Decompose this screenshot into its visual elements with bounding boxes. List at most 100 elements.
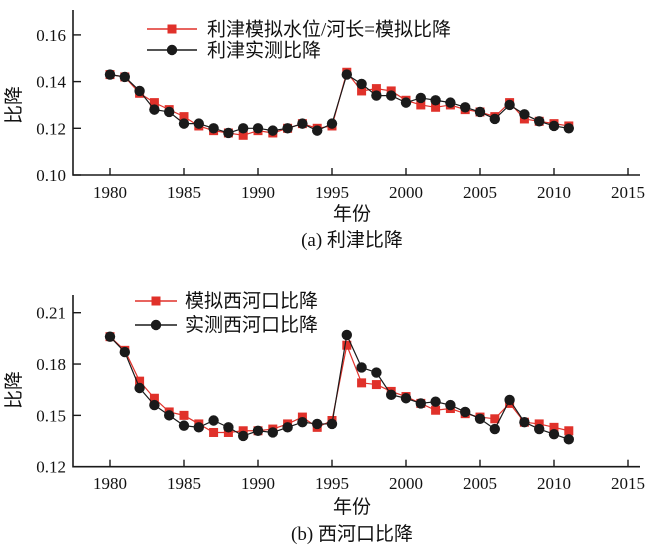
chart-a-legend-label-observed: 利津实测比降 <box>207 40 321 62</box>
series-line-observed <box>109 332 569 440</box>
y-tick-label: 0.15 <box>36 406 66 425</box>
data-point-square <box>564 426 574 436</box>
data-point-circle <box>386 90 397 101</box>
series-line-observed <box>109 73 569 134</box>
series-line-simulated <box>109 70 569 136</box>
data-point-circle <box>178 118 190 129</box>
x-tick-label: 1985 <box>167 474 201 493</box>
data-point-circle <box>519 109 530 120</box>
data-point-circle <box>104 69 116 80</box>
data-point-circle <box>341 69 352 80</box>
data-point-square <box>490 414 500 424</box>
chart-b-canvas: 1980 1985 1990 1995 2000 2005 2010 2015 0.12 0.15… <box>3 290 645 545</box>
y-tick-label: 0.18 <box>36 355 66 374</box>
data-point-square <box>149 393 159 403</box>
data-point-square <box>342 340 352 350</box>
data-point-circle <box>356 362 367 373</box>
data-point-circle <box>282 123 293 134</box>
data-point-circle <box>386 389 397 401</box>
data-point-circle <box>297 118 308 129</box>
data-point-circle <box>474 413 486 424</box>
data-point-circle <box>193 422 204 433</box>
data-point-square <box>431 405 441 415</box>
data-point-circle <box>326 118 338 129</box>
x-tick-label: 2015 <box>611 183 645 202</box>
data-point-circle <box>252 425 264 436</box>
data-point-circle <box>119 346 130 358</box>
data-point-circle <box>519 417 530 428</box>
y-tick-label: 0.21 <box>36 304 66 323</box>
chart-b-series <box>104 329 574 445</box>
data-point-circle <box>400 97 412 108</box>
data-point-circle <box>149 399 160 411</box>
data-point-circle <box>341 329 352 341</box>
data-point-circle <box>400 393 412 404</box>
data-point-circle <box>164 410 175 421</box>
chart-b-x-axis-label: 年份 <box>333 496 371 518</box>
data-point-circle <box>489 113 500 125</box>
chart-b-y-axis-label: 比降 <box>3 371 25 409</box>
data-point-circle <box>238 430 249 442</box>
data-point-square <box>431 102 441 112</box>
x-tick-label: 2010 <box>537 183 571 202</box>
chart-b-caption: (b) 西河口比降 <box>291 523 413 545</box>
data-point-circle <box>297 417 308 428</box>
x-tick-label: 1990 <box>241 474 275 493</box>
data-point-square <box>135 376 145 386</box>
data-point-circle <box>104 331 116 342</box>
x-tick-label: 2000 <box>389 183 423 202</box>
x-tick-label: 1990 <box>241 183 275 202</box>
chart-a-x-axis-label: 年份 <box>333 203 371 225</box>
data-point-circle <box>267 427 278 438</box>
legend-marker-square <box>167 24 177 34</box>
data-point-circle <box>267 125 278 136</box>
y-tick-label: 0.16 <box>36 26 66 45</box>
x-tick-label: 1995 <box>315 474 349 493</box>
y-tick-label: 0.12 <box>36 458 66 477</box>
y-tick-label: 0.12 <box>36 119 66 138</box>
data-point-circle <box>356 78 367 90</box>
data-point-square <box>357 378 367 388</box>
data-point-circle <box>563 123 574 134</box>
x-tick-label: 2010 <box>537 474 571 493</box>
data-point-circle <box>312 418 323 430</box>
data-point-circle <box>134 85 145 97</box>
data-point-circle <box>282 422 293 433</box>
data-point-circle <box>460 102 471 113</box>
data-point-circle <box>326 418 338 430</box>
data-point-square <box>549 422 559 432</box>
data-point-circle <box>430 95 441 106</box>
data-point-circle <box>238 123 249 134</box>
data-point-circle <box>415 92 426 104</box>
data-point-circle <box>445 399 456 411</box>
chart-b-legend-label-simulated: 模拟西河口比降 <box>185 290 318 312</box>
chart-a-legend-label-simulated: 利津模拟水位/河长=模拟比降 <box>207 19 451 41</box>
chart-a-axes: 1980 1985 1990 1995 2000 2005 2010 2015 0.10 0.12… <box>36 10 645 202</box>
data-point-square <box>179 112 189 122</box>
y-tick-label: 0.10 <box>36 166 66 185</box>
data-point-circle <box>548 120 560 132</box>
data-point-circle <box>119 71 130 83</box>
data-point-square <box>179 410 189 420</box>
data-point-circle <box>430 396 441 407</box>
x-tick-label: 2005 <box>463 474 497 493</box>
data-point-circle <box>415 398 426 409</box>
data-point-circle <box>223 127 234 139</box>
data-point-circle <box>252 123 264 134</box>
data-point-circle <box>563 434 574 445</box>
chart-a-canvas: 1980 1985 1990 1995 2000 2005 2010 2015 0.10 0.12… <box>3 10 645 251</box>
x-tick-label: 1980 <box>93 183 127 202</box>
data-point-circle <box>193 118 204 129</box>
data-point-square <box>238 130 248 140</box>
data-point-circle <box>445 97 456 108</box>
chart-a-caption: (a) 利津比降 <box>301 229 403 251</box>
data-point-circle <box>164 106 175 118</box>
legend-marker-circle <box>166 44 178 56</box>
legend-marker-square <box>151 296 161 306</box>
data-point-circle <box>223 422 234 433</box>
data-point-square <box>371 84 381 94</box>
data-point-circle <box>534 116 545 127</box>
data-point-circle <box>371 90 382 101</box>
x-tick-label: 1985 <box>167 183 201 202</box>
